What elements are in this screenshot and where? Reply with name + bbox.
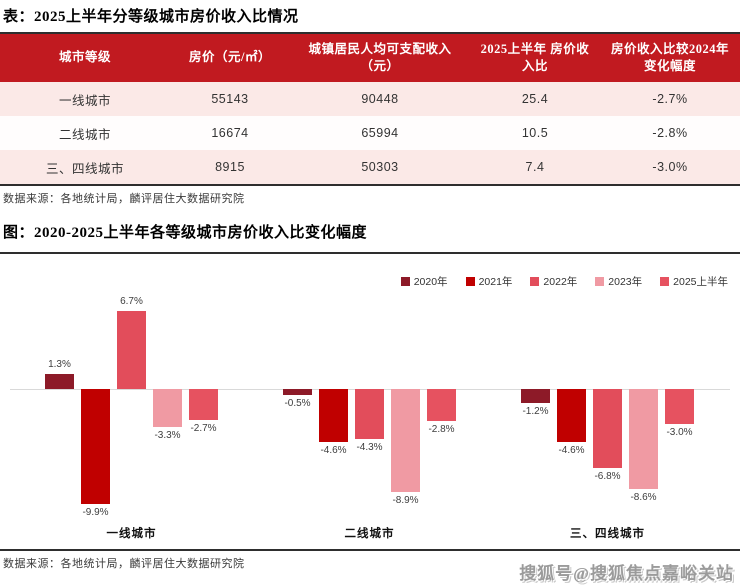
cell-price: 8915 <box>215 160 245 174</box>
table-header-ratio: 2025上半年 房价收入比 <box>480 41 590 74</box>
legend-label: 2022年 <box>543 276 578 288</box>
legend-swatch <box>660 277 670 286</box>
table-header-income: 城镇居民人均可支配收入（元） <box>308 41 452 74</box>
bar-2020年-二线城市 <box>283 389 312 395</box>
bar-cell: -4.3% <box>355 254 384 549</box>
cell-change: -2.7% <box>652 92 688 106</box>
table-header-change: 房价收入比较2024年 变化幅度 <box>610 41 729 74</box>
bar-2022年-三、四线城市 <box>593 389 622 468</box>
bar-cell: -6.8% <box>593 254 622 549</box>
bar-cell: -4.6% <box>557 254 586 549</box>
table-title: 表：2025上半年分等级城市房价收入比情况 <box>3 9 299 25</box>
table-row: 二线城市 16674 65994 10.5 -2.8% <box>0 116 740 150</box>
price-income-table: 城市等级 房价（元/㎡） 城镇居民人均可支配收入（元） 2025上半年 房价收入… <box>0 32 740 186</box>
bar-2025上半年-一线城市 <box>189 389 218 421</box>
bar-value-label: -4.6% <box>320 445 347 457</box>
bar-2021年-二线城市 <box>319 389 348 443</box>
bar-value-label: -9.9% <box>82 506 109 518</box>
legend-label: 2020年 <box>413 276 448 288</box>
chart-title: 图：2020-2025上半年各等级城市房价收入比变化幅度 <box>3 225 367 241</box>
bar-2020年-三、四线城市 <box>521 389 550 403</box>
bar-cell: 6.7% <box>117 254 146 549</box>
table-header-city-tier: 城市等级 <box>58 50 111 65</box>
bar-cell: -4.6% <box>319 254 348 549</box>
table-header-price: 房价（元/㎡） <box>189 50 271 65</box>
table-row: 一线城市 55143 90448 25.4 -2.7% <box>0 82 740 116</box>
bar-value-label: -8.6% <box>630 491 657 503</box>
chart-data-source: 数据来源：各地统计局，麟评居住大数据研究院 <box>3 558 245 570</box>
cell-ratio: 25.4 <box>521 92 549 106</box>
bar-value-label: -2.8% <box>428 424 455 436</box>
table-data-source: 数据来源：各地统计局，麟评居住大数据研究院 <box>3 193 245 205</box>
bar-group-三、四线城市: -1.2% -4.6% -6.8% -8.6% -3.0% 三、四线城市 <box>521 254 694 549</box>
sohu-watermark: 搜狐号@搜狐焦点嘉峪关站 <box>519 564 734 583</box>
legend-item-2021年: 2021年 <box>465 274 513 289</box>
category-label-一线城市: 一线城市 <box>106 528 157 540</box>
bar-cell: -0.5% <box>283 254 312 549</box>
table-header-row: 城市等级 房价（元/㎡） 城镇居民人均可支配收入（元） 2025上半年 房价收入… <box>0 34 740 82</box>
bar-value-label: -6.8% <box>594 470 621 482</box>
bar-value-label: -4.3% <box>356 441 383 453</box>
cell-income: 90448 <box>361 92 399 106</box>
cell-city-tier: 三、四线城市 <box>45 161 124 176</box>
bar-cell: 1.3% <box>45 254 74 549</box>
legend-label: 2023年 <box>608 276 643 288</box>
bar-cell: -9.9% <box>81 254 110 549</box>
bar-value-label: -1.2% <box>522 405 549 417</box>
cell-ratio: 10.5 <box>521 126 549 140</box>
bar-2025上半年-二线城市 <box>427 389 456 422</box>
cell-income: 50303 <box>361 160 399 174</box>
bar-cell: -8.9% <box>391 254 420 549</box>
legend-swatch <box>465 277 475 286</box>
bar-cell: -8.6% <box>629 254 658 549</box>
bar-cell: -1.2% <box>521 254 550 549</box>
bar-value-label: 6.7% <box>120 296 143 308</box>
bar-2020年-一线城市 <box>45 373 74 389</box>
cell-change: -2.8% <box>652 126 688 140</box>
legend-item-2022年: 2022年 <box>530 274 577 289</box>
bar-2023年-二线城市 <box>391 389 420 493</box>
legend-item-2023年: 2023年 <box>595 274 642 289</box>
cell-price: 16674 <box>211 126 249 140</box>
bar-2022年-一线城市 <box>117 311 146 389</box>
cell-ratio: 7.4 <box>525 160 545 174</box>
bar-2022年-二线城市 <box>355 389 384 439</box>
cell-city-tier: 一线城市 <box>58 93 111 108</box>
bar-value-label: -3.3% <box>154 430 181 442</box>
cell-change: -3.0% <box>652 160 688 174</box>
bar-value-label: -8.9% <box>392 495 419 507</box>
bar-2021年-一线城市 <box>81 389 110 504</box>
bar-2025上半年-三、四线城市 <box>665 389 694 424</box>
bar-value-label: -4.6% <box>558 445 585 457</box>
bar-chart: 2020年 2021年 2022年 2023年 2025上半年 1.3% -9.9% 6.7… <box>0 252 740 551</box>
category-label-二线城市: 二线城市 <box>344 528 395 540</box>
bar-group-二线城市: -0.5% -4.6% -4.3% -8.9% -2.8% 二线城市 <box>283 254 456 549</box>
legend-label: 2021年 <box>478 276 513 288</box>
bar-cell: -3.0% <box>665 254 694 549</box>
legend-swatch <box>400 277 410 286</box>
legend-label: 2025上半年 <box>673 276 728 288</box>
bar-2021年-三、四线城市 <box>557 389 586 443</box>
legend-item-2020年: 2020年 <box>400 274 448 289</box>
bar-2023年-三、四线城市 <box>629 389 658 489</box>
legend-swatch <box>530 277 540 286</box>
bar-cell: -2.7% <box>189 254 218 549</box>
bar-value-label: -2.7% <box>190 423 217 435</box>
bar-2023年-一线城市 <box>153 389 182 428</box>
cell-city-tier: 二线城市 <box>58 127 111 142</box>
category-label-三、四线城市: 三、四线城市 <box>570 528 645 540</box>
legend-item-2025上半年: 2025上半年 <box>660 274 728 289</box>
bar-value-label: -3.0% <box>666 426 693 438</box>
legend-swatch <box>595 277 605 286</box>
bar-group-一线城市: 1.3% -9.9% 6.7% -3.3% -2.7% 一线城市 <box>45 254 218 549</box>
table-row: 三、四线城市 8915 50303 7.4 -3.0% <box>0 150 740 184</box>
bar-cell: -2.8% <box>427 254 456 549</box>
chart-legend: 2020年 2021年 2022年 2023年 2025上半年 <box>400 274 728 289</box>
cell-income: 65994 <box>361 126 399 140</box>
bar-value-label: -0.5% <box>284 397 311 409</box>
bar-value-label: 1.3% <box>48 358 71 370</box>
bar-cell: -3.3% <box>153 254 182 549</box>
cell-price: 55143 <box>211 92 249 106</box>
